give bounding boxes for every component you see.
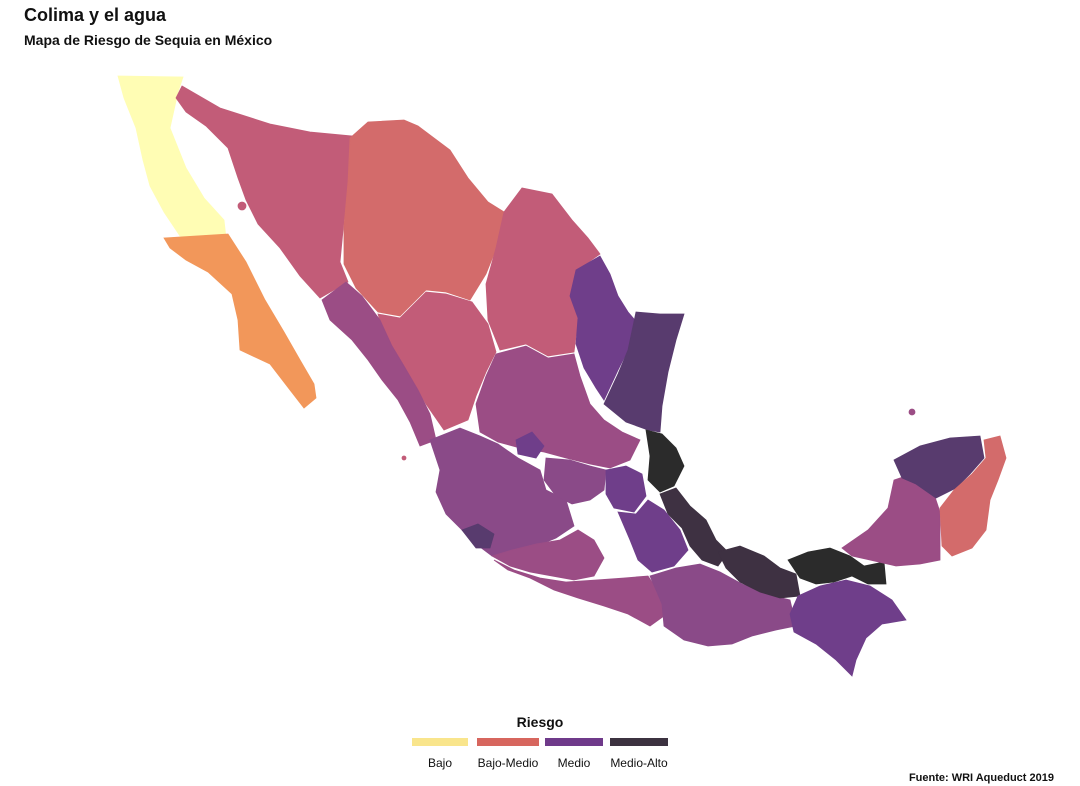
legend-label: Medio	[557, 756, 591, 770]
legend-item-bajo: Bajo	[408, 738, 472, 770]
region-mexico-central[interactable]	[617, 499, 689, 573]
legend-swatch	[412, 738, 468, 746]
legend-label: Bajo	[427, 756, 453, 770]
region-baja-california-sur[interactable]	[163, 233, 317, 409]
legend-swatch	[545, 738, 603, 746]
region-oaxaca[interactable]	[649, 563, 797, 647]
region-zacatecas[interactable]	[475, 345, 641, 469]
region-yucatan[interactable]	[893, 435, 985, 499]
legend-swatch	[477, 738, 539, 746]
region-veracruz-north[interactable]	[645, 429, 685, 493]
region-guanajuato[interactable]	[543, 457, 607, 505]
region-chihuahua[interactable]	[343, 119, 505, 317]
legend-item-bajo-medio: Bajo-Medio	[474, 738, 542, 770]
region-nuevo-leon[interactable]	[569, 255, 641, 401]
region-jalisco[interactable]	[429, 427, 575, 557]
source-caption: Fuente: WRI Aqueduct 2019	[908, 772, 1054, 784]
legend-title: Riesgo	[516, 714, 564, 730]
island-gulf	[237, 201, 247, 211]
legend-label: Bajo-Medio	[477, 756, 539, 770]
map-title: Colima y el agua	[24, 5, 167, 25]
region-tabasco[interactable]	[787, 547, 887, 585]
region-colima[interactable]	[461, 523, 495, 549]
island-cozumel	[908, 408, 916, 416]
legend-label: Medio-Alto	[610, 756, 668, 770]
region-sonora[interactable]	[175, 85, 353, 299]
region-michoacan[interactable]	[490, 529, 605, 581]
region-quintana-roo[interactable]	[939, 435, 1007, 557]
map-subtitle: Mapa de Riesgo de Sequia en México	[24, 32, 273, 48]
legend-item-medio-alto: Medio-Alto	[608, 738, 670, 770]
region-baja-california[interactable]	[117, 75, 227, 239]
region-chiapas[interactable]	[789, 579, 907, 677]
region-queretaro-hidalgo[interactable]	[605, 465, 647, 513]
island-pacific	[401, 455, 407, 461]
legend-swatch	[610, 738, 668, 746]
legend-item-medio: Medio	[544, 738, 604, 770]
region-tamaulipas[interactable]	[603, 311, 685, 433]
region-aguascalientes[interactable]	[515, 431, 545, 459]
